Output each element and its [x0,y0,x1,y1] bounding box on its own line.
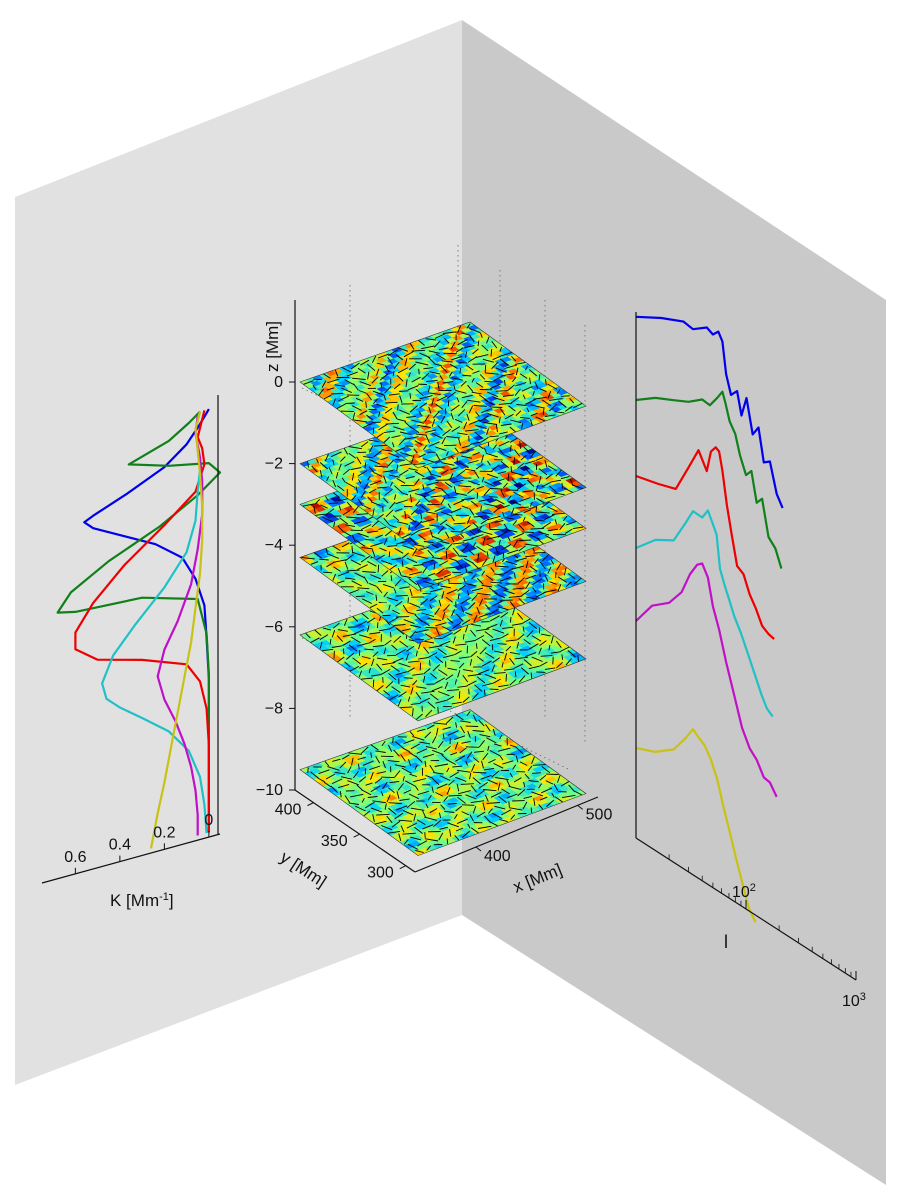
center-y-tick-label: 300 [367,865,394,882]
center-z-tick: −2 [265,456,295,473]
center-x-tick-label: 400 [484,848,511,865]
center-z-tick: −4 [265,537,295,554]
right-x-tick: 103 [842,971,866,1010]
right-spectrum-line-2 [635,390,783,569]
left-x-tick: 0.6 [64,849,87,874]
right-x-tick: 102 [732,882,756,909]
center-z-tick-label: −10 [256,782,283,799]
left-x-tick: 0.4 [109,837,131,862]
center-z-tick: −6 [265,619,295,636]
left-x-tick: 0.2 [153,824,176,850]
center-x-tick: 400 [475,846,511,865]
center-y-tick: 350 [321,833,360,850]
left-x-tick-label: 0.6 [64,849,86,866]
center-z-tick: 0 [274,374,295,391]
left-profile-line-2 [56,410,222,833]
left-profile-line-5 [156,416,204,836]
center-z-tick-label: −4 [265,537,283,554]
slice-z-m9_5 [299,709,587,856]
right-x-tick-group: 102 103 [668,854,866,1010]
slice-z-m3 [299,444,587,591]
right-spectrum-series-group [635,315,784,923]
right-spectrum-line-4 [635,509,774,718]
center-z-tick: −8 [265,700,295,717]
center-z-tick-group: 0 −2 −4 −6 −8 −10 [256,374,295,799]
center-z-tick-label: −6 [265,619,283,636]
center-z-tick-label: −8 [265,700,283,717]
center-axis-y [294,789,416,873]
slice-stack [299,321,587,856]
center-x-tick-group: 400 500 [475,804,613,865]
right-spectrum-panel: 102 103 l [635,312,866,1010]
slice-z-0 [299,321,587,469]
left-profile-line-3 [74,410,210,833]
center-axis-x [414,796,599,873]
center-y-tick-label: 350 [321,833,348,850]
center-x-tick: 500 [577,804,613,823]
center-z-tick-label: 0 [274,374,283,391]
right-spectrum-line-5 [635,562,778,798]
center-y-tick-group: 400 350 300 [275,802,406,882]
right-spectrum-line-1 [635,315,784,509]
right-spectrum-line-6 [635,728,757,923]
left-x-tick-label: 0.2 [153,824,175,841]
center-x-tick-label: 500 [586,806,613,823]
left-profile-series-group [56,408,222,849]
right-x-tick-label: 102 [732,882,756,901]
right-x-tick-label: 103 [842,991,866,1010]
left-x-tick-label: 0 [204,812,213,829]
left-profile-panel: 0.6 0.4 0.2 0 K [Mm-1] [41,395,222,910]
center-y-tick-label: 400 [275,802,302,819]
left-x-tick-label: 0.4 [109,837,131,854]
left-profile-line-6 [149,411,204,849]
left-x-tick: 0 [204,812,213,838]
right-x-axis-label: l [724,932,728,952]
center-z-tick-label: −2 [265,456,283,473]
center-z-tick: −10 [256,782,295,799]
right-wall [462,20,886,1185]
left-x-tick-group: 0.6 0.4 0.2 0 [64,812,213,874]
center-z-axis-label: z [Mm] [263,321,282,372]
right-spectrum-line-3 [635,446,775,640]
center-y-tick: 400 [275,802,314,819]
center-y-tick: 300 [367,865,406,882]
left-axis-x [41,833,221,884]
left-x-axis-label: K [Mm-1] [110,891,174,910]
